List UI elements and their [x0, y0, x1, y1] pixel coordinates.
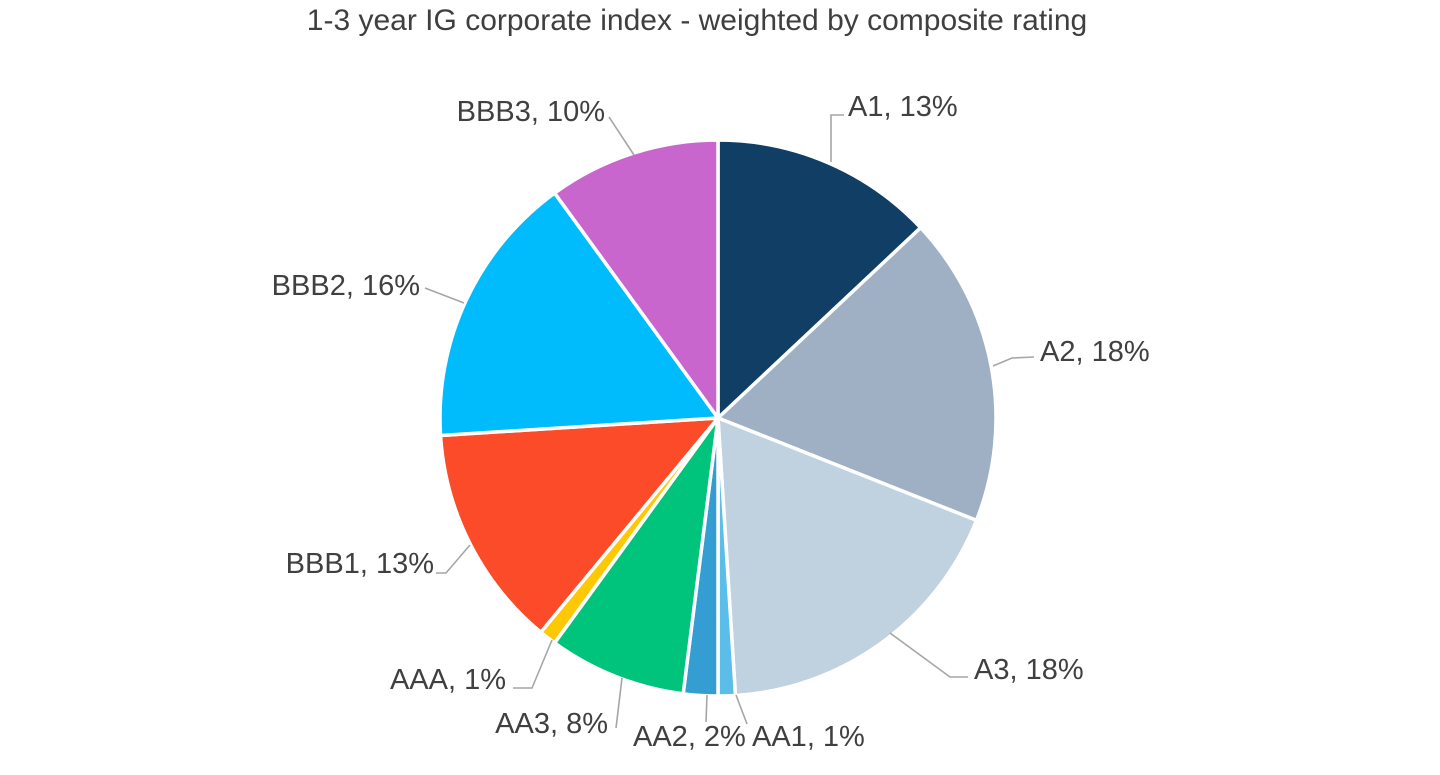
slice-label-AAA: AAA, 1%	[390, 664, 506, 696]
slice-label-BBB1: BBB1, 13%	[286, 548, 434, 580]
leader-line-A2	[992, 356, 1035, 367]
pie-slice-A1	[716, 138, 923, 420]
leader-line-AA3	[615, 677, 623, 729]
slice-label-AA1: AA1, 1%	[752, 721, 865, 753]
pie-slice-A3	[716, 416, 979, 698]
pie-slice-A2	[716, 225, 998, 523]
slice-label-A1: A1, 13%	[848, 91, 958, 123]
leader-line-A1	[830, 114, 844, 162]
slice-label-AA2: AA2, 2%	[633, 721, 746, 753]
leader-line-AA1	[735, 694, 748, 725]
pie-slice-AA3	[552, 416, 720, 696]
slice-label-A3: A3, 18%	[974, 654, 1084, 686]
pie-slice-BBB2	[438, 191, 720, 438]
leader-line-BBB2	[424, 287, 465, 304]
slice-label-A2: A2, 18%	[1040, 336, 1150, 368]
pie-slice-BBB1	[438, 416, 720, 634]
slice-label-BBB2: BBB2, 16%	[272, 270, 420, 302]
leader-line-BBB3	[608, 116, 635, 156]
leader-line-A3	[889, 632, 968, 678]
leader-line-AA2	[705, 694, 708, 723]
slice-label-AA3: AA3, 8%	[495, 708, 608, 740]
slice-label-BBB3: BBB3, 10%	[457, 96, 605, 128]
leader-line-BBB1	[436, 544, 471, 574]
pie-slice-BBB3	[552, 138, 720, 420]
leader-line-AAA	[513, 639, 553, 689]
chart-title: 1-3 year IG corporate index - weighted b…	[306, 4, 1088, 37]
